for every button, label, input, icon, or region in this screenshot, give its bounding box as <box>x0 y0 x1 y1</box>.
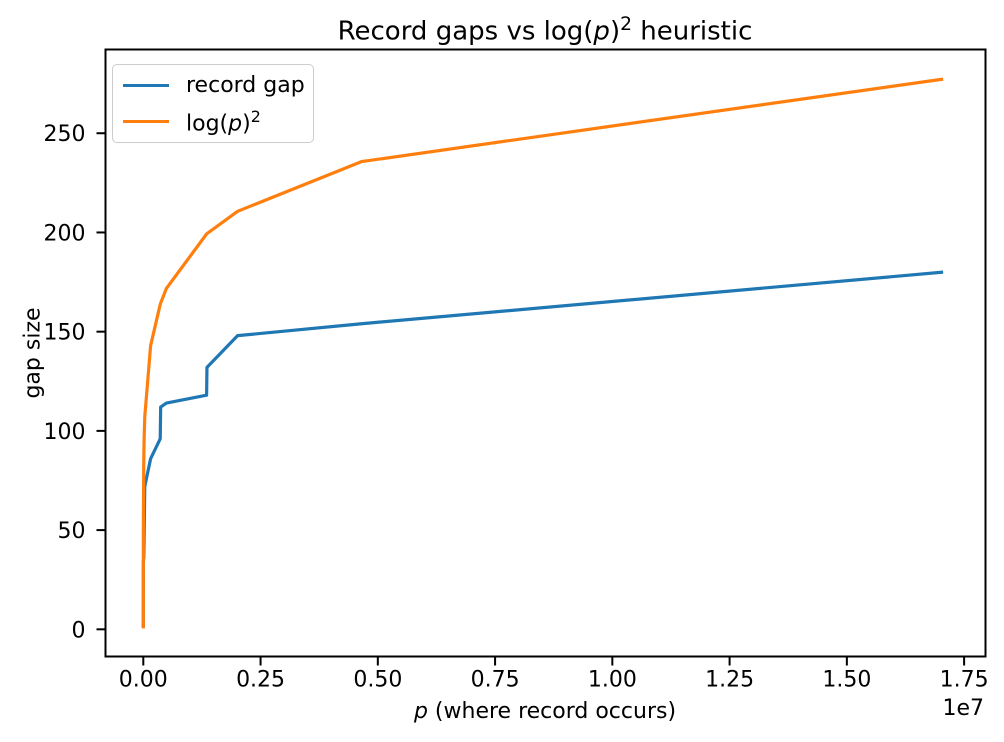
x-axis-offset-label: 1e7 <box>942 696 984 721</box>
x-axis-label: p (where record occurs) <box>105 699 985 724</box>
x-tick-label: 1.00 <box>588 668 637 693</box>
y-tick-label: 150 <box>44 321 86 346</box>
legend-label-record-gap: record gap <box>186 72 305 98</box>
axes-spines <box>104 48 987 658</box>
x-tick-label: 0.50 <box>353 668 402 693</box>
legend-entry-record-gap: record gap <box>123 67 305 104</box>
x-axis-label-tail: (where record occurs) <box>427 699 677 724</box>
x-tick-label: 0.25 <box>236 668 285 693</box>
y-tick-label: 250 <box>44 122 86 147</box>
x-tick-label: 0.00 <box>119 668 168 693</box>
legend-line-record-gap-icon <box>123 83 169 87</box>
legend: record gap log(p)2 <box>112 64 314 143</box>
legend-entry-log-p-squared: log(p)2 <box>123 104 305 141</box>
legend-line-log-p-squared-icon <box>123 120 169 124</box>
y-tick-label: 100 <box>44 420 86 445</box>
x-axis-label-var: p <box>413 699 428 724</box>
y-axis-label: gap size <box>20 307 46 399</box>
x-tick-label: 1.75 <box>940 668 989 693</box>
chart-title-tail: heuristic <box>632 16 753 47</box>
chart-title-pre: Record gaps vs log( <box>337 16 594 47</box>
y-tick-label: 0 <box>72 618 86 643</box>
x-tick-label: 1.50 <box>822 668 871 693</box>
y-tick-label: 200 <box>44 221 86 246</box>
chart-title: Record gaps vs log(p)2 heuristic <box>105 14 985 47</box>
chart-title-sup: 2 <box>620 14 632 35</box>
legend-label-log-p-squared: log(p)2 <box>186 107 261 137</box>
chart-title-var: p <box>593 16 610 47</box>
series-line-log-p-squared <box>141 77 944 629</box>
series-line-record-gap <box>141 270 944 628</box>
x-tick-label: 1.25 <box>705 668 754 693</box>
y-tick-label: 50 <box>58 519 86 544</box>
chart-title-post: ) <box>609 16 621 47</box>
x-tick-label: 0.75 <box>471 668 520 693</box>
